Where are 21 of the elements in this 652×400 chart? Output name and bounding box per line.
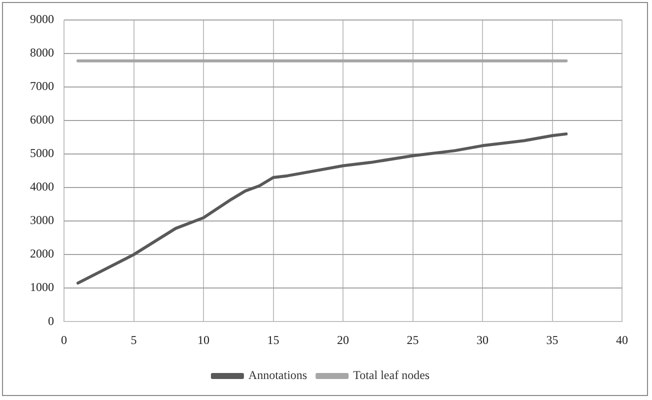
y-tick-label: 0 (48, 314, 54, 328)
legend-label: Total leaf nodes (353, 368, 430, 382)
x-tick-label: 5 (130, 332, 137, 347)
x-tick-label: 15 (267, 332, 280, 347)
legend-label: Annotations (248, 368, 308, 382)
y-tick-label: 7000 (30, 79, 54, 94)
y-tick-label: 9000 (30, 12, 54, 26)
y-tick-label: 1000 (30, 280, 54, 294)
x-tick-label: 10 (198, 332, 210, 347)
x-tick-label: 20 (337, 332, 349, 347)
y-tick-label: 6000 (30, 112, 54, 127)
x-tick-label: 35 (546, 332, 558, 347)
x-tick-label: 25 (406, 332, 419, 347)
y-tick-label: 4000 (30, 180, 54, 194)
y-tick-label: 3000 (30, 213, 54, 228)
x-tick-label: 40 (616, 332, 628, 347)
x-tick-label: 30 (476, 332, 488, 347)
y-tick-label: 5000 (30, 146, 54, 160)
y-tick-label: 2000 (30, 246, 54, 261)
y-tick-label: 8000 (30, 46, 54, 60)
x-tick-label: 0 (61, 332, 67, 347)
